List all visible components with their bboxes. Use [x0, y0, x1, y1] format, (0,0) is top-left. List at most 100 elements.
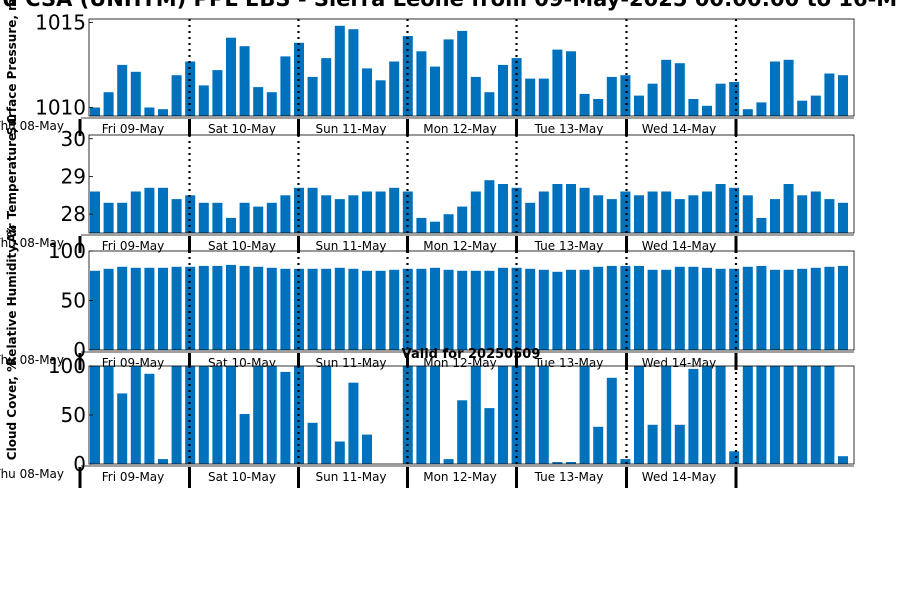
y-tick-label: 100 [48, 354, 86, 378]
bar [90, 270, 100, 350]
bar [647, 191, 658, 233]
bar [661, 269, 672, 350]
bar [620, 459, 631, 464]
bar [130, 71, 141, 116]
bar [144, 267, 155, 350]
bar [144, 373, 155, 464]
bar [402, 36, 413, 116]
day-label: Tue 13-May [534, 470, 604, 484]
bar [402, 191, 413, 233]
bar [566, 51, 576, 116]
bar [647, 83, 658, 116]
bar [647, 269, 658, 350]
bar [430, 66, 440, 116]
bar [212, 202, 223, 233]
bar [498, 184, 508, 233]
start-date-label: Thu 08-May [0, 353, 64, 367]
bar [498, 64, 508, 116]
bar [756, 366, 767, 464]
bar [783, 59, 794, 116]
bar [688, 195, 699, 233]
day-label: Sat 10-May [208, 239, 276, 253]
bar [470, 366, 481, 464]
y-tick-label: 100 [48, 239, 86, 263]
bar [266, 267, 277, 350]
bar [797, 100, 808, 116]
bar [620, 75, 631, 116]
bar [321, 58, 332, 116]
bar [688, 266, 699, 350]
bar [294, 268, 304, 350]
bar [579, 187, 590, 233]
bar [593, 266, 604, 350]
bar [606, 265, 617, 350]
bar [198, 366, 209, 464]
bar [389, 269, 400, 350]
bar [593, 426, 604, 464]
bar [280, 195, 291, 233]
day-label: Sun 11-May [315, 356, 386, 370]
bar [647, 424, 658, 464]
bar [266, 202, 277, 233]
bar [742, 266, 753, 350]
day-label: Sat 10-May [208, 122, 276, 136]
bar [362, 270, 372, 350]
day-label: Wed 14-May [642, 356, 716, 370]
bar [334, 267, 345, 350]
bar [729, 451, 740, 464]
bar [280, 371, 291, 464]
day-label: Mon 12-May [423, 470, 497, 484]
bar [634, 195, 644, 233]
bar [158, 109, 168, 116]
bar [715, 268, 726, 350]
start-date-label: Thu 08-May [0, 236, 64, 250]
bar [198, 265, 209, 350]
bar [321, 268, 332, 350]
bar [756, 265, 767, 350]
bar [103, 92, 114, 116]
day-label: Wed 14-May [642, 470, 716, 484]
bar [334, 199, 345, 233]
chart-title: d CSA (UNHTM) PPL EBS - Sierra Leone fro… [3, 0, 897, 11]
bar [239, 265, 250, 350]
start-date-label: Thu 08-May [0, 467, 64, 481]
bar [294, 187, 304, 233]
bar [198, 85, 209, 116]
bar [103, 202, 114, 233]
bar [457, 400, 468, 464]
bar [674, 199, 685, 233]
bar [253, 87, 264, 116]
bar [130, 267, 141, 350]
bar [661, 191, 672, 233]
bar [334, 25, 345, 116]
bar [321, 195, 332, 233]
bar [375, 270, 386, 350]
day-label: Mon 12-May [423, 122, 497, 136]
bar [239, 46, 250, 117]
day-label: Sun 11-May [315, 122, 386, 136]
bar [810, 191, 821, 233]
bar [525, 366, 536, 464]
y-tick-label: 0 [73, 338, 86, 362]
bar [226, 366, 236, 464]
bar [158, 459, 168, 464]
bar [770, 366, 780, 464]
bar [688, 99, 699, 116]
bar [348, 382, 359, 464]
bar [606, 76, 617, 116]
bar [307, 268, 318, 350]
bar [362, 68, 372, 116]
bar [566, 462, 576, 464]
bar [158, 267, 168, 350]
bar [838, 265, 848, 350]
bar [729, 268, 740, 350]
day-label: Sun 11-May [315, 470, 386, 484]
bar [810, 267, 821, 350]
bar [756, 102, 767, 116]
bar [742, 195, 753, 233]
bar [430, 267, 440, 350]
bar [620, 191, 631, 233]
bar [307, 187, 318, 233]
